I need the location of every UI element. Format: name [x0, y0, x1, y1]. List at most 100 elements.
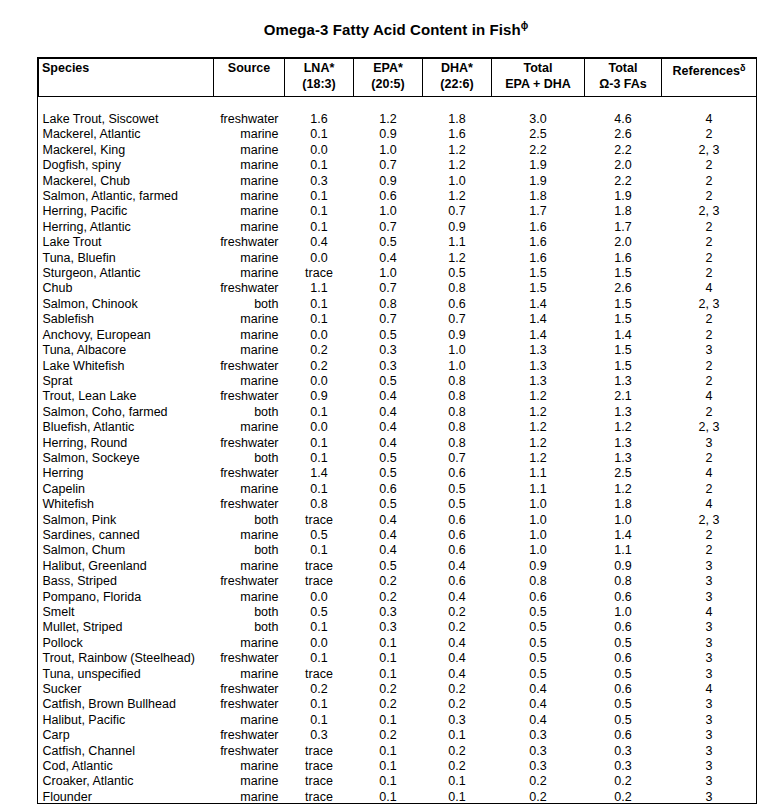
cell-species: Lake Trout — [39, 235, 214, 250]
cell-epa: 0.4 — [354, 405, 423, 420]
cell-total-epa-dha: 1.0 — [492, 528, 585, 543]
cell-source: freshwater — [214, 281, 285, 296]
cell-references: 3 — [662, 620, 757, 635]
cell-epa: 0.4 — [354, 513, 423, 528]
cell-species: Sardines, canned — [39, 528, 214, 543]
cell-source: both — [214, 451, 285, 466]
cell-total-epa-dha: 1.1 — [492, 466, 585, 481]
cell-source: freshwater — [214, 574, 285, 589]
cell-epa: 0.3 — [354, 359, 423, 374]
cell-source: freshwater — [214, 651, 285, 666]
cell-epa: 0.1 — [354, 790, 423, 804]
header-sublabel: EPA + DHA — [494, 77, 582, 93]
cell-lna: 0.0 — [285, 636, 354, 651]
cell-species: Tuna, Bluefin — [39, 251, 214, 266]
cell-dha: 0.7 — [423, 451, 492, 466]
cell-source: freshwater — [214, 497, 285, 512]
table-row: Cod, Atlanticmarinetrace0.10.20.30.33 — [39, 759, 757, 774]
cell-total-omega3: 1.4 — [585, 528, 662, 543]
cell-total-epa-dha: 0.8 — [492, 574, 585, 589]
cell-total-omega3: 2.6 — [585, 281, 662, 296]
cell-total-epa-dha: 1.6 — [492, 251, 585, 266]
header-label: DHA* — [425, 61, 489, 77]
cell-species: Catfish, Brown Bullhead — [39, 697, 214, 712]
cell-dha: 1.2 — [423, 189, 492, 204]
cell-total-omega3: 2.2 — [585, 174, 662, 189]
table-row: Tuna, Bluefinmarine0.00.41.21.61.62 — [39, 251, 757, 266]
cell-references: 2 — [662, 543, 757, 558]
cell-total-omega3: 1.5 — [585, 266, 662, 281]
table-row: Herring, Atlanticmarine0.10.70.91.61.72 — [39, 220, 757, 235]
table-header: Species Source LNA* (18:3) EPA* (20:5) D… — [39, 59, 757, 97]
cell-source: freshwater — [214, 682, 285, 697]
cell-dha: 0.8 — [423, 281, 492, 296]
cell-dha: 0.6 — [423, 528, 492, 543]
cell-total-omega3: 2.0 — [585, 235, 662, 250]
cell-dha: 1.2 — [423, 158, 492, 173]
cell-references: 3 — [662, 436, 757, 451]
cell-total-omega3: 1.5 — [585, 312, 662, 327]
cell-total-omega3: 1.5 — [585, 359, 662, 374]
page-title-text: Omega-3 Fatty Acid Content in Fish — [264, 21, 521, 38]
cell-references: 3 — [662, 574, 757, 589]
cell-source: marine — [214, 636, 285, 651]
header-label: LNA* — [287, 61, 351, 77]
cell-epa: 0.5 — [354, 235, 423, 250]
cell-species: Lake Whitefish — [39, 359, 214, 374]
cell-dha: 0.5 — [423, 497, 492, 512]
cell-lna: 0.1 — [285, 220, 354, 235]
cell-total-epa-dha: 1.3 — [492, 343, 585, 358]
cell-species: Salmon, Pink — [39, 513, 214, 528]
table-row: Bluefish, Atlanticmarine0.00.40.81.21.22… — [39, 420, 757, 435]
cell-dha: 0.7 — [423, 204, 492, 219]
cell-epa: 0.1 — [354, 651, 423, 666]
cell-source: marine — [214, 374, 285, 389]
cell-species: Salmon, Sockeye — [39, 451, 214, 466]
cell-species: Mackerel, Atlantic — [39, 127, 214, 142]
cell-total-omega3: 1.5 — [585, 343, 662, 358]
cell-total-omega3: 1.3 — [585, 405, 662, 420]
cell-dha: 0.4 — [423, 636, 492, 651]
cell-species: Halibut, Pacific — [39, 713, 214, 728]
cell-lna: 0.2 — [285, 343, 354, 358]
cell-total-epa-dha: 0.5 — [492, 636, 585, 651]
cell-total-epa-dha: 1.5 — [492, 281, 585, 296]
references-superscript: δ — [740, 63, 745, 73]
cell-epa: 0.5 — [354, 374, 423, 389]
cell-source: marine — [214, 143, 285, 158]
cell-species: Mackerel, King — [39, 143, 214, 158]
cell-epa: 0.1 — [354, 636, 423, 651]
cell-species: Dogfish, spiny — [39, 158, 214, 173]
table-row: Halibut, Greenlandmarinetrace0.50.40.90.… — [39, 559, 757, 574]
cell-total-omega3: 0.3 — [585, 759, 662, 774]
cell-total-omega3: 1.4 — [585, 328, 662, 343]
cell-epa: 1.0 — [354, 143, 423, 158]
cell-epa: 0.7 — [354, 220, 423, 235]
column-header-references: Referencesδ — [662, 59, 757, 97]
cell-species: Salmon, Chum — [39, 543, 214, 558]
table-row: Suckerfreshwater0.20.20.20.40.64 — [39, 682, 757, 697]
cell-dha: 0.8 — [423, 389, 492, 404]
cell-dha: 0.7 — [423, 312, 492, 327]
header-label: Species — [42, 61, 211, 77]
table-row: Whitefishfreshwater0.80.50.51.01.84 — [39, 497, 757, 512]
cell-lna: 0.1 — [285, 482, 354, 497]
table-row: Tuna, unspecifiedmarinetrace0.10.40.50.5… — [39, 667, 757, 682]
table-row: Salmon, Chinookboth0.10.80.61.41.52, 3 — [39, 297, 757, 312]
table-row: Halibut, Pacificmarine0.10.10.30.40.53 — [39, 713, 757, 728]
cell-species: Chub — [39, 281, 214, 296]
cell-references: 3 — [662, 759, 757, 774]
cell-total-epa-dha: 1.0 — [492, 497, 585, 512]
cell-lna: 1.6 — [285, 112, 354, 127]
header-label: EPA* — [356, 61, 420, 77]
table-row: Trout, Lean Lakefreshwater0.90.40.81.22.… — [39, 389, 757, 404]
cell-total-omega3: 2.5 — [585, 466, 662, 481]
cell-dha: 0.8 — [423, 405, 492, 420]
cell-total-epa-dha: 1.3 — [492, 359, 585, 374]
column-header-source: Source — [214, 59, 285, 97]
table-row: Lake Trout, Siscowetfreshwater1.61.21.83… — [39, 112, 757, 127]
cell-total-epa-dha: 1.0 — [492, 543, 585, 558]
column-header-epa: EPA* (20:5) — [354, 59, 423, 97]
cell-dha: 0.5 — [423, 266, 492, 281]
cell-total-omega3: 1.9 — [585, 189, 662, 204]
